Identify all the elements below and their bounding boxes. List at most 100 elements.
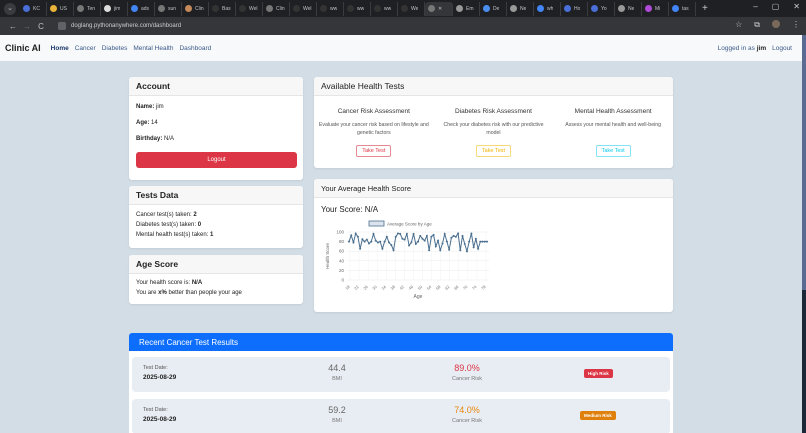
tab-favicon-icon: [564, 5, 571, 12]
forward-button[interactable]: →: [23, 21, 31, 31]
tab-favicon-icon: [266, 5, 273, 12]
nav-logout-link[interactable]: Logout: [772, 44, 792, 52]
bookmark-star-icon[interactable]: ☆: [735, 20, 743, 29]
browser-tab[interactable]: Clin: [263, 1, 290, 16]
profile-avatar[interactable]: [772, 20, 780, 28]
tab-favicon-icon: [131, 5, 138, 12]
browser-tab[interactable]: ads: [128, 1, 155, 16]
browser-tab[interactable]: ww: [344, 1, 371, 16]
health-score-chart: Average Score by Age 0 20 40 60 80 100 18 22 26 30…: [323, 218, 493, 300]
result-row: Test Date: 2025-08-29 44.4 BMI 89.0% Cancer…: [132, 357, 670, 392]
take-cancer-test-button[interactable]: Take Test: [356, 145, 392, 157]
url-field[interactable]: doglang.pythonanywhere.com/dashboard: [58, 22, 181, 30]
chart-legend[interactable]: Average Score by Age: [368, 220, 432, 227]
svg-text:78: 78: [480, 284, 487, 291]
nav-cancer[interactable]: Cancer: [74, 44, 96, 52]
tab-title: Wel: [303, 5, 312, 12]
extensions-icon[interactable]: ⧉: [754, 20, 760, 29]
tab-favicon-icon: [347, 5, 354, 12]
site-info-icon[interactable]: [58, 22, 66, 30]
window-controls: – ▢ ✕: [753, 2, 800, 11]
tab-favicon-icon: [293, 5, 300, 12]
tab-list: KC US Ten jim ads sun Clin Bas Wel Clin Wel ww ww ww W…: [20, 1, 696, 16]
tab-title: ads: [141, 5, 150, 12]
scrollbar-thumb[interactable]: [802, 35, 806, 290]
tab-favicon-icon: [510, 5, 517, 12]
test-date: 2025-08-29: [143, 416, 177, 423]
new-tab-button[interactable]: +: [702, 3, 708, 14]
nav-home[interactable]: Home: [50, 44, 69, 52]
browser-tab[interactable]: ww: [317, 1, 344, 16]
browser-tab[interactable]: Bas: [209, 1, 236, 16]
browser-tab[interactable]: KC: [20, 1, 47, 16]
browser-tab[interactable]: Em: [453, 1, 480, 16]
cancer-risk-value: 74.0%: [454, 405, 480, 415]
browser-tab[interactable]: Yo: [588, 1, 615, 16]
cancer-risk-label: Cancer Risk: [452, 418, 482, 424]
browser-tab[interactable]: Wel: [290, 1, 317, 16]
diabetes-tests-count: Diabetes test(s) taken: 0: [136, 222, 202, 228]
test-date-label: Test Date:: [143, 407, 168, 413]
browser-tab[interactable]: sun: [155, 1, 182, 16]
browser-menu-icon[interactable]: ⋮: [792, 20, 800, 29]
cancer-risk-label: Cancer Risk: [452, 376, 482, 382]
take-mental-test-button[interactable]: Take Test: [595, 145, 631, 157]
tab-title: ww: [384, 5, 392, 12]
tab-favicon-icon: [239, 5, 246, 12]
browser-tab[interactable]: tas: [669, 1, 696, 16]
nav-mental-health[interactable]: Mental Health: [133, 44, 174, 52]
maximize-button[interactable]: ▢: [771, 2, 780, 11]
brand-logo[interactable]: Clinic AI: [5, 43, 41, 53]
browser-tab[interactable]: We: [398, 1, 425, 16]
nav-dashboard[interactable]: Dashboard: [179, 44, 212, 52]
tab-title: Ne: [628, 5, 635, 12]
tab-favicon-icon: [50, 5, 57, 12]
browser-tab[interactable]: jim: [101, 1, 128, 16]
browser-tab[interactable]: ✕: [425, 1, 453, 16]
bmi-label: BMI: [332, 418, 342, 424]
browser-tab[interactable]: Ten: [74, 1, 101, 16]
svg-text:54: 54: [426, 284, 433, 291]
tests-data-card: Tests Data Cancer test(s) taken: 2 Diabe…: [129, 186, 303, 248]
browser-tab[interactable]: De: [480, 1, 507, 16]
account-name-row: Name: jim: [136, 104, 164, 110]
svg-text:100: 100: [336, 230, 344, 235]
browser-tab[interactable]: Ne: [615, 1, 642, 16]
browser-tab[interactable]: Clin: [182, 1, 209, 16]
tab-search-button[interactable]: ⌄: [4, 2, 16, 15]
browser-tab[interactable]: Mi: [642, 1, 669, 16]
health-score-card: Your Average Health Score Your Score: N/…: [314, 179, 673, 312]
reload-button[interactable]: C: [38, 21, 44, 31]
tab-favicon-icon: [212, 5, 219, 12]
minimize-button[interactable]: –: [753, 2, 758, 11]
take-diabetes-test-button[interactable]: Take Test: [475, 145, 512, 157]
back-button[interactable]: ←: [9, 21, 17, 31]
tests-data-title: Tests Data: [129, 186, 303, 205]
browser-tab[interactable]: Wel: [236, 1, 263, 16]
test-date: 2025-08-29: [143, 374, 177, 381]
tab-title: Ne: [520, 5, 527, 12]
close-tab-icon[interactable]: ✕: [438, 5, 443, 12]
close-window-button[interactable]: ✕: [793, 2, 800, 11]
url-text[interactable]: doglang.pythonanywhere.com/dashboard: [71, 23, 182, 29]
tab-title: Ten: [87, 5, 96, 12]
tab-title: ww: [357, 5, 365, 12]
tab-favicon-icon: [23, 5, 30, 12]
tab-title: Mi: [655, 5, 661, 12]
tab-title: US: [60, 5, 67, 12]
browser-tab[interactable]: Ne: [507, 1, 534, 16]
browser-tab[interactable]: ww: [371, 1, 398, 16]
cancer-test-desc: Evaluate your cancer risk based on lifes…: [318, 122, 429, 136]
tab-title: Clin: [195, 5, 204, 12]
svg-text:42: 42: [398, 284, 405, 291]
result-row: Test Date: 2025-08-29 59.2 BMI 74.0% Cancer…: [132, 399, 670, 433]
tab-title: tas: [682, 5, 689, 12]
logout-button[interactable]: Logout: [136, 152, 297, 168]
tab-title: Wel: [249, 5, 258, 12]
browser-tab[interactable]: US: [47, 1, 74, 16]
bmi-value: 44.4: [328, 363, 346, 373]
recent-results-card: Recent Cancer Test Results Test Date: 202…: [129, 333, 673, 433]
nav-diabetes[interactable]: Diabetes: [101, 44, 128, 52]
browser-tab[interactable]: wh: [534, 1, 561, 16]
browser-tab[interactable]: Ho: [561, 1, 588, 16]
